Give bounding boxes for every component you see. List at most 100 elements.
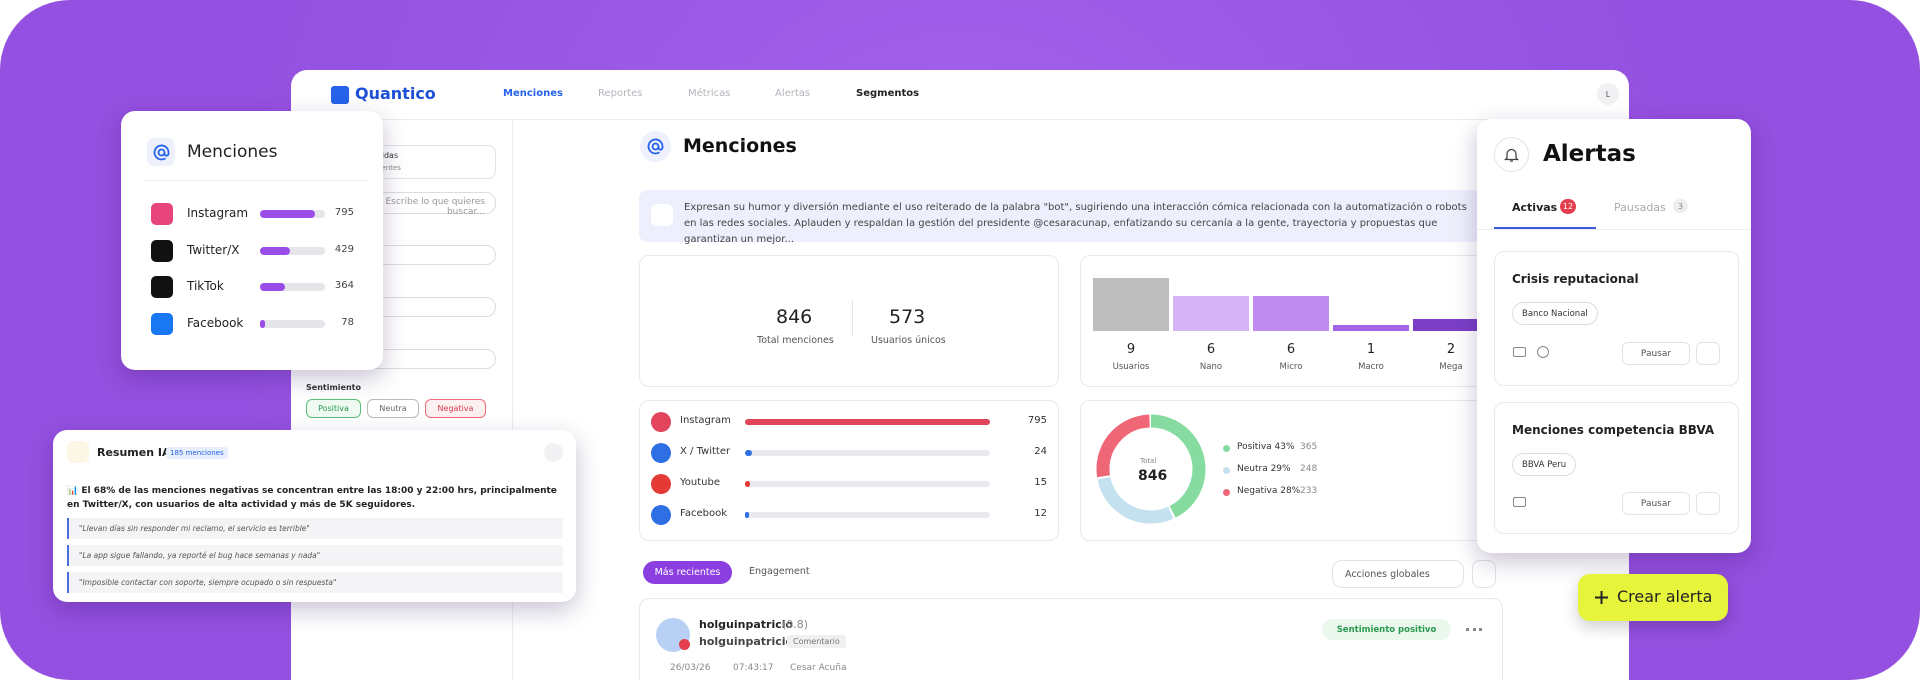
- mentions-card-icon: [147, 138, 175, 166]
- mention-value: 364: [334, 280, 354, 291]
- legend-label: Negativa 28%: [1237, 486, 1301, 496]
- bar: [260, 283, 286, 291]
- pause-button[interactable]: Pausar: [1622, 342, 1690, 365]
- bar-track: [260, 283, 325, 291]
- bar: [1173, 295, 1249, 331]
- create-alert-label: Crear alerta: [1617, 587, 1713, 606]
- bar: [1093, 278, 1169, 331]
- bar-value: 6: [1286, 342, 1296, 357]
- platform-name: Instagram: [680, 415, 731, 426]
- mail-icon: [1513, 497, 1526, 507]
- donut: [1096, 414, 1206, 524]
- post-menu[interactable]: [1466, 628, 1482, 631]
- platform-name: Facebook: [680, 508, 727, 519]
- platform-value: 24: [1034, 446, 1047, 457]
- post-date: 26/03/26: [670, 663, 711, 673]
- nav-item[interactable]: Segmentos: [856, 88, 920, 99]
- legend-dot: [1223, 467, 1230, 474]
- platform-icon: [651, 412, 671, 432]
- bar-track: [260, 246, 325, 255]
- quote: "Imposible contactar con soporte, siempr…: [67, 572, 563, 593]
- sentiment-label: Sentimiento: [306, 383, 361, 392]
- platform-name: Instagram: [187, 206, 249, 220]
- bar-label: Mega: [1439, 362, 1463, 372]
- tab[interactable]: Más recientes: [643, 561, 732, 584]
- platform-name: X / Twitter: [680, 446, 731, 457]
- tabs-divider: [1477, 229, 1751, 230]
- nav-item[interactable]: Menciones: [503, 88, 563, 99]
- bar: [745, 481, 750, 487]
- alert-name: Crisis reputacional: [1512, 272, 1639, 286]
- donut-segment: [1096, 414, 1206, 524]
- donut-total-label: Total: [1140, 457, 1157, 465]
- platform-value: 15: [1034, 477, 1047, 488]
- tab-underline: [1494, 227, 1596, 229]
- plus-icon: [1595, 591, 1608, 604]
- bar: [260, 319, 266, 328]
- platform-value: 12: [1034, 508, 1047, 519]
- kebab-button[interactable]: [1472, 560, 1496, 588]
- bar-value: 9: [1126, 342, 1136, 357]
- pause-button[interactable]: Pausar: [1622, 492, 1690, 515]
- bell-icon: [1494, 137, 1529, 172]
- nav-item[interactable]: Alertas: [775, 88, 811, 99]
- legend-dot: [1223, 445, 1230, 452]
- summary-icon: [651, 204, 673, 226]
- mentions-icon: [640, 131, 671, 162]
- legend-value: 248: [1300, 464, 1318, 474]
- path: [647, 138, 664, 155]
- alert-name: Menciones competencia BBVA: [1512, 423, 1715, 437]
- at-icon: [153, 144, 170, 161]
- path: [1595, 591, 1608, 604]
- legend-value: 365: [1300, 442, 1318, 452]
- summary-card-text: 📊 El 68% de las menciones negativas se c…: [67, 486, 557, 510]
- tab-count: 12: [1560, 199, 1576, 214]
- platform-icon: [151, 312, 173, 335]
- chat-icon: [1537, 346, 1549, 358]
- summary-card-title: Resumen IA: [97, 446, 171, 459]
- chip[interactable]: Neutra: [367, 399, 419, 418]
- quote: "Llevan días sin responder mi reclamo, e…: [67, 518, 563, 539]
- brand: Quantico: [355, 84, 436, 103]
- nav-item[interactable]: Métricas: [688, 88, 731, 99]
- chip[interactable]: Negativa: [425, 399, 486, 418]
- stat-label: Total menciones: [757, 335, 834, 346]
- chip[interactable]: Positiva: [306, 399, 361, 418]
- quote: "La app sigue fallando, ya reporté el bu…: [67, 545, 563, 566]
- bar: [745, 512, 749, 518]
- logo: [331, 86, 349, 104]
- legend-value: 233: [1300, 486, 1318, 496]
- platform-icon: [651, 443, 671, 463]
- alerts-tab[interactable]: Pausadas: [1614, 201, 1666, 214]
- circle: [651, 142, 660, 151]
- mention-value: 429: [334, 243, 354, 255]
- alerts-title: Alertas: [1543, 141, 1636, 167]
- summary-badge: 185 menciones: [166, 447, 228, 459]
- tab-count: 3: [1673, 199, 1688, 213]
- bar: [1413, 319, 1489, 331]
- mention-value: 795: [334, 207, 354, 218]
- stat-divider: [852, 300, 853, 336]
- bar-value: 1: [1366, 342, 1376, 357]
- more-button[interactable]: [1696, 492, 1720, 515]
- tab[interactable]: Engagement: [749, 566, 810, 577]
- close-button[interactable]: [544, 443, 563, 462]
- more-button[interactable]: [1696, 342, 1720, 365]
- avatar-badge: [679, 639, 690, 650]
- actions-select[interactable]: Acciones globales: [1332, 560, 1464, 588]
- bar: [260, 210, 316, 218]
- bar-track: [745, 450, 990, 456]
- path: [153, 144, 170, 161]
- bar-value: 6: [1206, 342, 1216, 357]
- post-sentiment[interactable]: Sentimiento positivo: [1322, 619, 1451, 640]
- legend-label: Positiva 43%: [1237, 442, 1295, 452]
- mentions-card-title: Menciones: [187, 142, 278, 162]
- donut-segment: [1096, 414, 1206, 524]
- bar: [260, 246, 290, 255]
- platform-icon: [151, 276, 173, 298]
- nav-item[interactable]: Reportes: [598, 88, 643, 99]
- alert-tag: Banco Nacional: [1512, 302, 1598, 325]
- bar-label: Nano: [1199, 362, 1223, 372]
- alerts-tab[interactable]: Activas: [1512, 201, 1558, 214]
